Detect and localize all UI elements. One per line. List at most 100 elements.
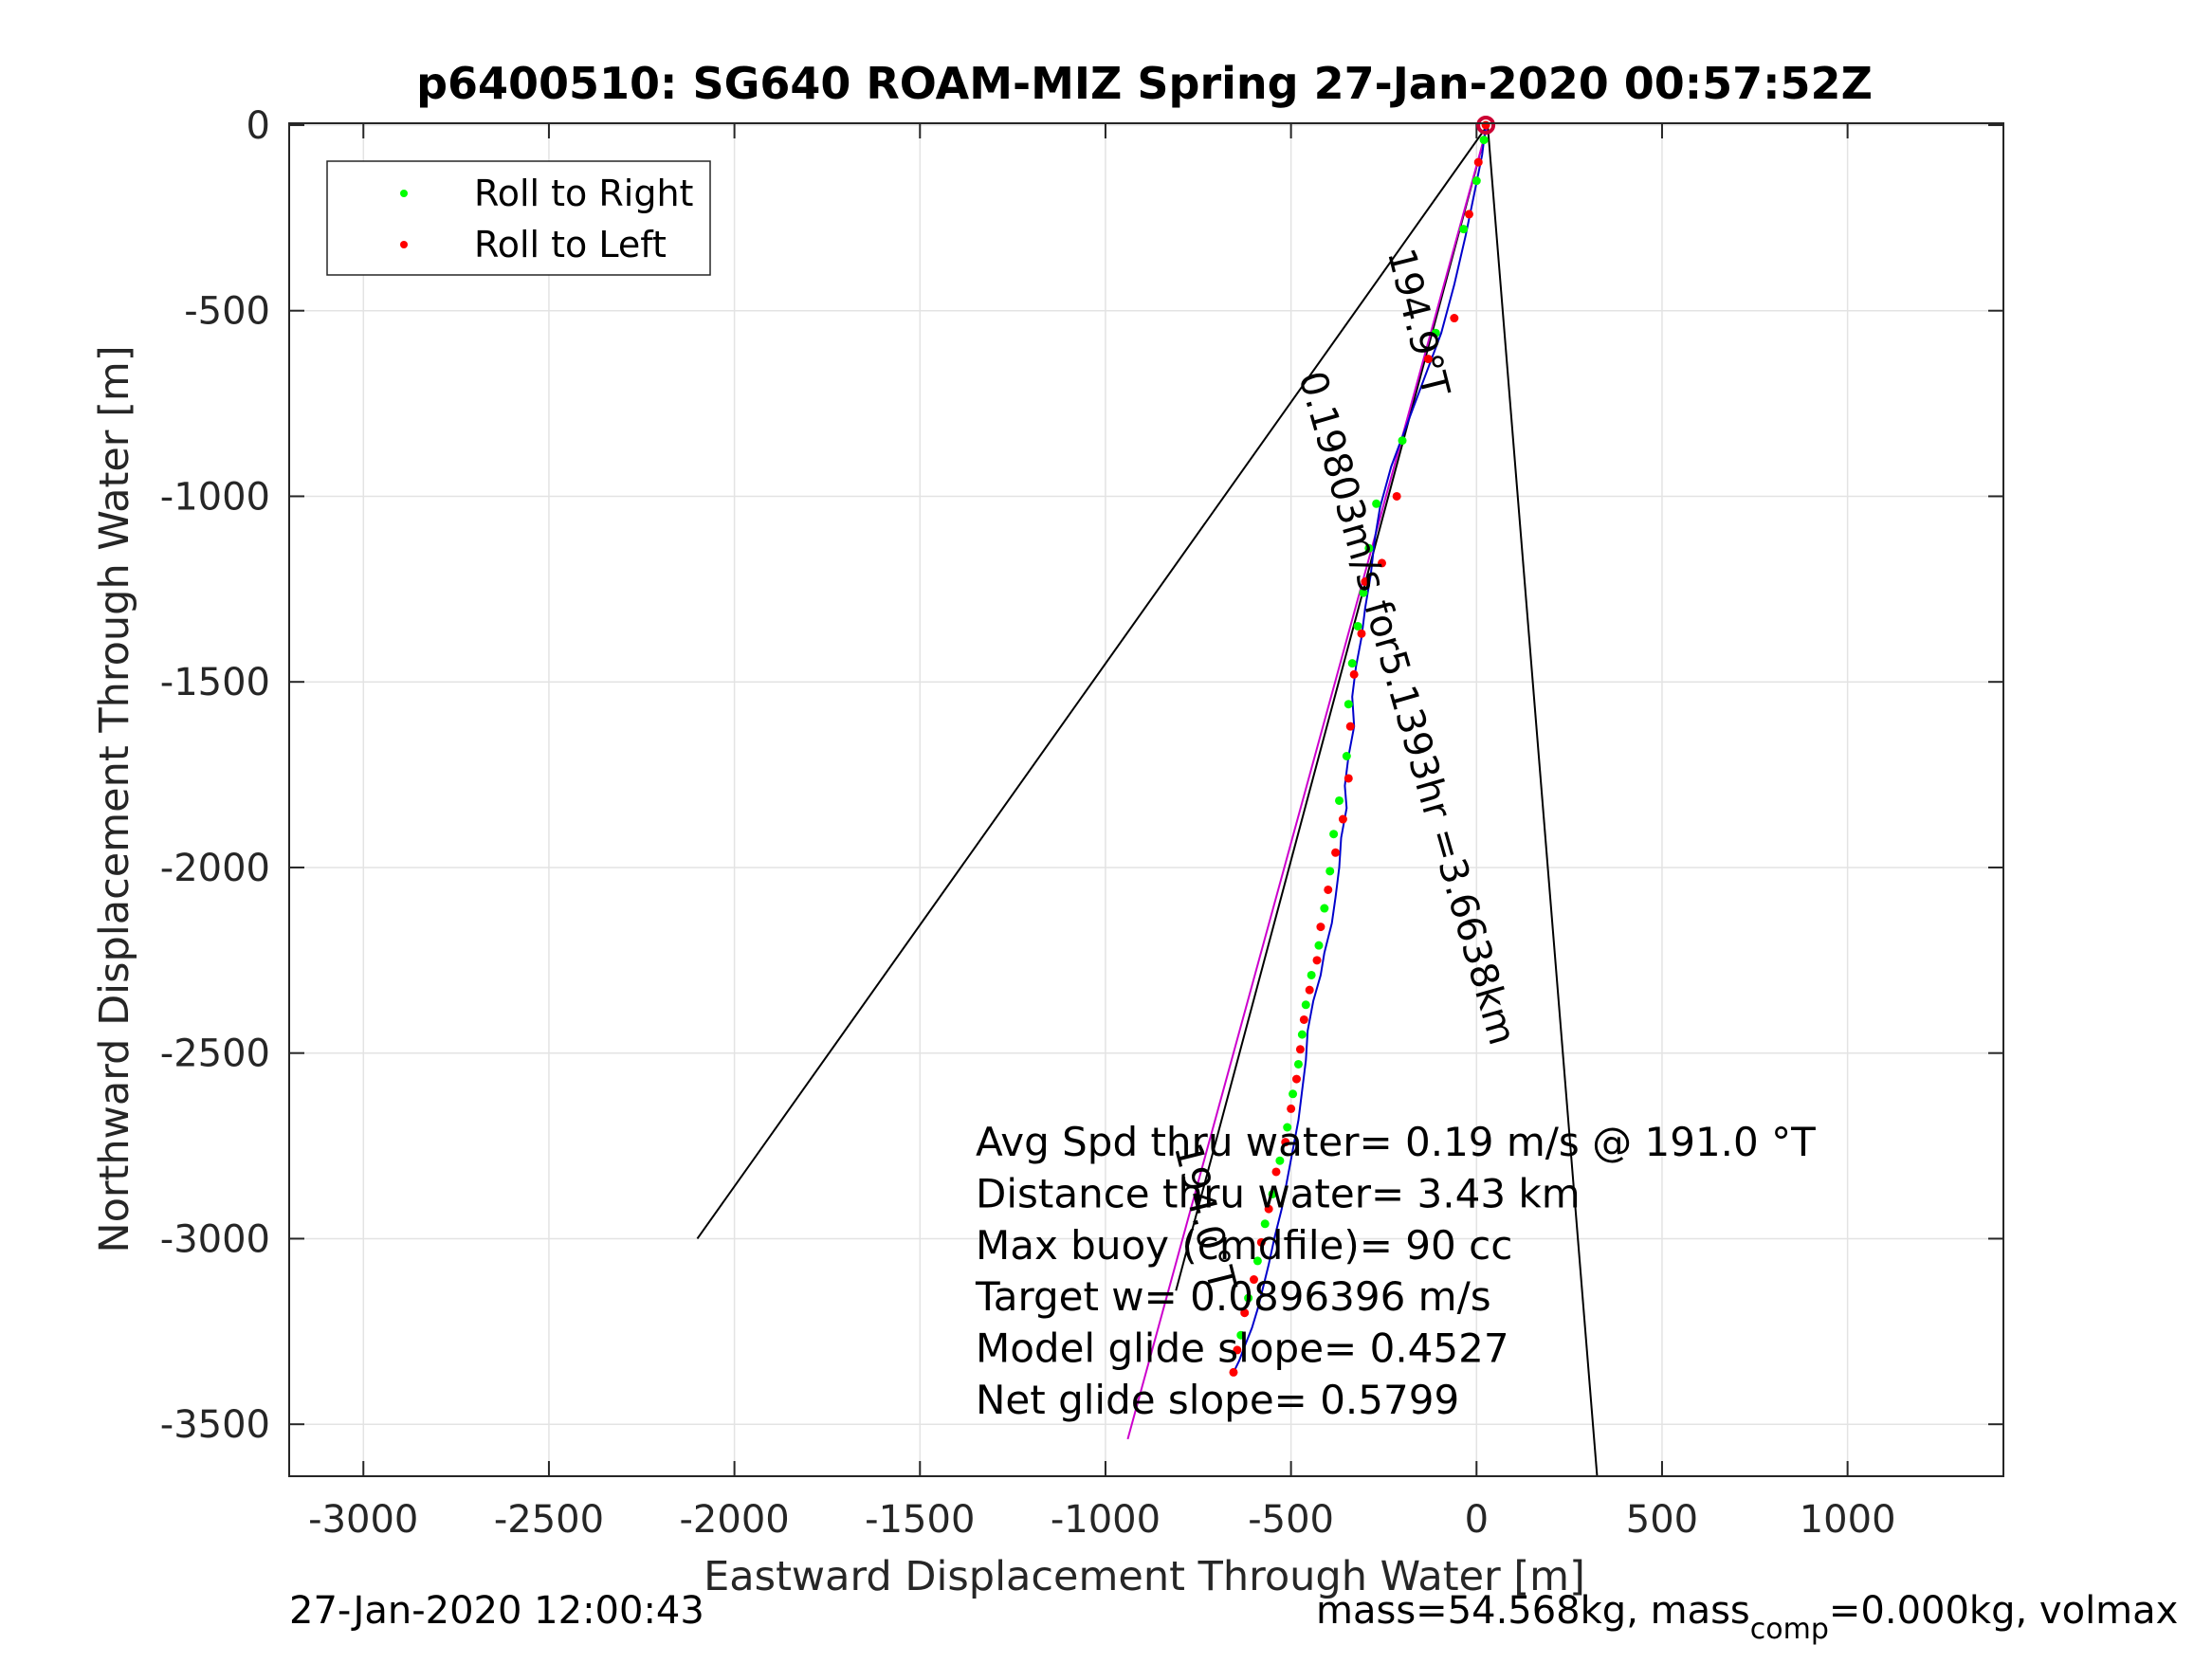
y-tick-label: -3500	[160, 1403, 270, 1447]
roll-right-point	[1459, 225, 1469, 234]
roll-left-point	[1249, 1275, 1258, 1285]
roll-right-point	[1301, 1000, 1310, 1010]
roll-right-point	[1252, 1256, 1262, 1266]
roll-left-point	[1264, 1204, 1273, 1214]
legend-marker-roll-left	[400, 241, 408, 248]
y-tick-label: -1500	[160, 661, 270, 704]
roll-left-point	[1305, 985, 1314, 995]
roll-right-point	[1347, 659, 1357, 668]
roll-left-point	[1316, 923, 1325, 932]
y-tick-label: -3000	[160, 1217, 270, 1261]
footer-timestamp: 27-Jan-2020 12:00:43	[289, 1589, 704, 1633]
chart-title: p6400510: SG640 ROAM-MIZ Spring 27-Jan-2…	[416, 58, 1873, 109]
footer-mass-info: mass=54.568kg, masscomp=0.000kg, volmax	[1316, 1589, 2178, 1646]
x-tick-label: 1000	[1800, 1498, 1896, 1542]
start-marker	[1476, 115, 1496, 135]
roll-right-point	[1353, 621, 1362, 630]
legend-label-roll-right: Roll to Right	[474, 173, 693, 214]
roll-left-point	[1331, 848, 1341, 857]
annotation-line: Distance thru water= 3.43 km	[976, 1170, 1581, 1216]
roll-left-point	[1423, 355, 1433, 364]
x-tick-label: -2500	[494, 1498, 604, 1542]
roll-left-point	[1312, 956, 1322, 965]
roll-left-point	[1338, 814, 1347, 824]
roll-right-point	[1293, 1059, 1303, 1069]
legend: Roll to Right Roll to Left	[326, 160, 711, 276]
y-tick-label: -2000	[160, 847, 270, 890]
roll-right-point	[1431, 328, 1440, 338]
roll-left-point	[1324, 885, 1333, 894]
x-tick-label: -500	[1248, 1498, 1334, 1542]
track-line	[1233, 124, 1488, 1373]
roll-right-point	[1236, 1330, 1246, 1340]
roll-right-point	[1342, 751, 1351, 760]
x-tick-label: -1000	[1051, 1498, 1161, 1542]
roll-right-point	[1275, 1156, 1285, 1165]
legend-label-roll-left: Roll to Left	[474, 224, 667, 265]
heading-line	[1175, 124, 1490, 1291]
footer-mass-prefix: mass=54.568kg, mass	[1316, 1589, 1750, 1633]
roll-right-point	[1334, 795, 1344, 805]
roll-right-point	[1479, 136, 1489, 145]
roll-left-point	[1481, 120, 1490, 130]
roll-left-point	[1271, 1167, 1281, 1177]
annotation-block: Avg Spd thru water= 0.19 m/s @ 191.0 °T D…	[975, 1119, 1816, 1423]
roll-right-point	[1364, 543, 1374, 553]
plot-area	[289, 123, 2003, 1476]
y-tick-label: -1000	[160, 475, 270, 519]
net-displacement-line	[1126, 124, 1489, 1440]
roll-left-point	[1392, 491, 1401, 501]
roll-right-point	[1283, 1123, 1292, 1132]
grid-lines	[289, 123, 2003, 1476]
x-tick-label: -3000	[308, 1498, 418, 1542]
footer-mass-suffix: =0.000kg, volmax	[1829, 1589, 2178, 1633]
roll-left-point	[1291, 1074, 1301, 1084]
roll-left-point	[1473, 157, 1483, 167]
roll-left-point	[1464, 210, 1473, 219]
roll-right-point	[1314, 941, 1324, 950]
heading-line	[696, 124, 1489, 1240]
roll-left-point	[1281, 1138, 1290, 1147]
roll-right-point	[1329, 830, 1339, 839]
roll-left-point	[1344, 774, 1353, 783]
roll-right-point	[1325, 867, 1335, 876]
plot-frame	[288, 122, 2004, 1477]
roll-left-point	[1357, 629, 1366, 638]
roll-left-point	[1229, 1367, 1238, 1377]
annotation-line: Avg Spd thru water= 0.19 m/s @ 191.0 °T	[976, 1119, 1816, 1165]
roll-left-point	[1349, 669, 1359, 679]
annotation-line: Model glide slope= 0.4527	[976, 1325, 1509, 1372]
roll-right-point	[1307, 970, 1316, 979]
roll-left-point	[1256, 1237, 1266, 1247]
legend-box	[326, 160, 711, 276]
y-tick-label: -500	[184, 290, 270, 334]
roll-right-point	[1398, 436, 1407, 446]
roll-right-point	[1472, 176, 1481, 186]
roll-left-point	[1295, 1045, 1305, 1054]
roll-left-point	[1361, 576, 1370, 586]
roll-left-point	[1345, 722, 1355, 731]
x-tick-label: 500	[1626, 1498, 1698, 1542]
roll-left-point	[1287, 1104, 1296, 1113]
y-tick-label: 0	[247, 104, 270, 148]
annotation-line: Max buoy (cmdfile)= 90 cc	[976, 1222, 1512, 1269]
footer-mass-subscript: comp	[1750, 1613, 1829, 1646]
roll-left-point	[1240, 1308, 1250, 1318]
x-tick-label: -2000	[679, 1498, 789, 1542]
annotation-line: Target w= 0.0896396 m/s	[975, 1273, 1491, 1320]
roll-right-point	[1344, 700, 1353, 709]
y-axis-label: Northward Displacement Through Water [m]	[91, 345, 138, 1252]
heading-line	[1487, 124, 1599, 1477]
roll-left-point	[1450, 314, 1459, 323]
roll-right-point	[1372, 499, 1381, 508]
roll-left-point	[1299, 1014, 1308, 1024]
roll-right-point	[1320, 904, 1329, 913]
x-tick-label: -1500	[865, 1498, 975, 1542]
x-axis-label: Eastward Displacement Through Water [m]	[704, 1553, 1585, 1600]
roll-left-point	[1233, 1345, 1242, 1355]
roll-right-point	[1289, 1089, 1298, 1099]
x-tick-label: 0	[1465, 1498, 1489, 1542]
roll-right-point	[1260, 1219, 1270, 1229]
